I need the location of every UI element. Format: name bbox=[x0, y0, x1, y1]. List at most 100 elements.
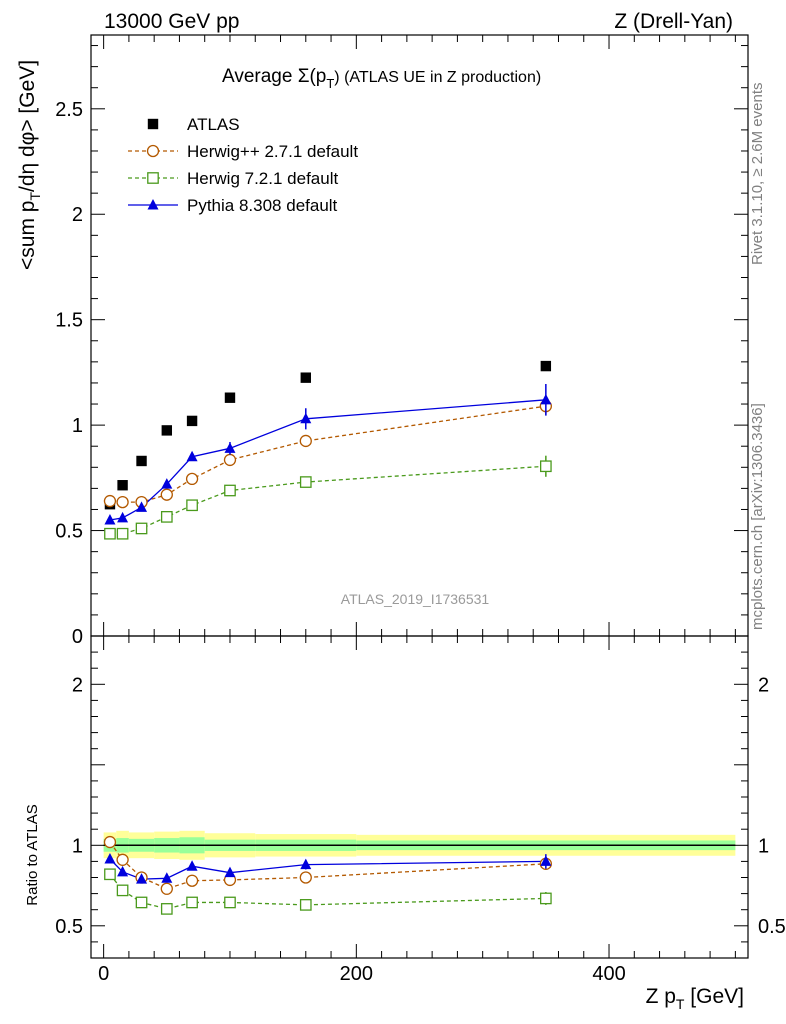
main-herwig-2-7-1-default-point bbox=[185, 472, 199, 486]
xlabel-a: Z p bbox=[646, 985, 676, 1008]
main-atlas-point bbox=[161, 425, 173, 436]
main-plot-title: Average Σ(pT) (ATLAS UE in Z production) bbox=[222, 66, 541, 91]
ratio-ytick-label-right-1: 1 bbox=[758, 835, 769, 857]
main-pythia-8-308-default-point bbox=[300, 412, 312, 424]
main-pythia-8-308-default-point bbox=[161, 478, 173, 489]
ratio-pythia-8-308-default-point bbox=[186, 860, 198, 871]
series-markers bbox=[103, 360, 552, 915]
main-herwig-7-2-1-default-point bbox=[135, 522, 148, 535]
title-end: ) (ATLAS UE in Z production) bbox=[334, 69, 541, 86]
main-pythia-8-308-default-point bbox=[136, 501, 148, 512]
main-ytick-label-3: 1.5 bbox=[55, 310, 83, 332]
title-main: Average Σ(p bbox=[222, 66, 326, 87]
main-herwig-7-2-1-default-point bbox=[224, 484, 236, 497]
ratio-ytick-label-2: 2 bbox=[72, 674, 83, 696]
legend-pythia-8-308-default-marker bbox=[147, 199, 159, 210]
main-ytick-label-4: 2 bbox=[72, 204, 83, 226]
ratio-herwig-7-2-1-default-point bbox=[299, 899, 312, 911]
ratio-ytick-label-1: 1 bbox=[72, 835, 83, 857]
ratio-herwig-7-2-1-default-point bbox=[539, 892, 552, 905]
legend: ATLAS Herwig++ 2.7.1 default Herwig 7.2.1 … bbox=[128, 115, 358, 215]
main-atlas-point bbox=[224, 392, 236, 403]
ratio-herwig-2-7-1-default-point bbox=[299, 871, 312, 884]
main-herwig-2-7-1-default-point bbox=[299, 434, 312, 448]
xlabel-b: [GeV] bbox=[684, 985, 744, 1008]
main-herwig-2-7-1-default-point bbox=[116, 495, 129, 509]
main-pythia-8-308-default-point bbox=[104, 514, 116, 525]
legend-pythia-8-308-default-label: Pythia 8.308 default bbox=[187, 196, 338, 215]
legend-atlas-label: ATLAS bbox=[187, 115, 240, 134]
ratio-pythia-8-308-default-point bbox=[117, 865, 129, 877]
ratio-herwig-7-2-1-default-point bbox=[186, 896, 198, 909]
x-axis-label: Z pT [GeV] bbox=[646, 985, 744, 1012]
legend-atlas-marker bbox=[147, 118, 159, 130]
ratio-uncertainty-bands bbox=[103, 830, 736, 860]
ratio-pythia-8-308-default-line bbox=[109, 858, 546, 880]
ratio-ytick-label-right-2: 2 bbox=[758, 674, 769, 696]
xtick-label-0: 0 bbox=[98, 963, 109, 985]
ratio-herwig-7-2-1-default-point bbox=[135, 896, 148, 909]
main-herwig-7-2-1-default-point bbox=[116, 527, 129, 540]
main-pythia-8-308-default-point bbox=[186, 450, 198, 462]
ratio-pythia-8-308-default-point bbox=[104, 852, 116, 864]
ratio-ytick-label-right-0: 0.5 bbox=[758, 916, 786, 938]
main-herwig-7-2-1-default-point bbox=[186, 499, 198, 512]
rivet-label: Rivet 3.1.10, ≥ 2.6M events bbox=[749, 83, 766, 266]
ratio-pythia-8-308-default-point bbox=[161, 872, 173, 883]
analysis-watermark: ATLAS_2019_I1736531 bbox=[341, 591, 490, 607]
main-herwig-2-7-1-default-point bbox=[160, 488, 173, 501]
ratio-herwig-7-2-1-default-line bbox=[109, 873, 546, 910]
main-atlas-point bbox=[186, 415, 198, 427]
main-ytick-label-1: 0.5 bbox=[55, 521, 83, 543]
legend-herwig-2-7-1-default-marker bbox=[146, 144, 160, 158]
ratio-herwig-7-2-1-default-point bbox=[104, 868, 116, 881]
main-herwig-2-7-1-default-line bbox=[109, 405, 546, 503]
main-pythia-8-308-default-line bbox=[109, 399, 546, 521]
main-herwig-7-2-1-default-point bbox=[539, 460, 552, 473]
header-process: Z (Drell-Yan) bbox=[614, 10, 733, 33]
xtick-label-2: 400 bbox=[592, 963, 625, 985]
ratio-herwig-2-7-1-default-point bbox=[116, 853, 129, 866]
ratio-y-axis-label: Ratio to ATLAS bbox=[24, 804, 41, 905]
header-energy: 13000 GeV pp bbox=[104, 10, 239, 33]
main-pythia-8-308-default-point bbox=[117, 511, 129, 523]
main-atlas-point bbox=[300, 372, 311, 383]
main-pythia-8-308-default-point bbox=[224, 442, 236, 453]
ratio-herwig-7-2-1-default-point bbox=[116, 884, 129, 897]
ylabel-a: <sum p bbox=[16, 201, 39, 270]
ratio-plot-frame bbox=[90, 635, 749, 959]
main-herwig-7-2-1-default-point bbox=[160, 511, 173, 523]
xlabel-sub: T bbox=[676, 996, 685, 1012]
ratio-herwig-7-2-1-default-point bbox=[160, 903, 173, 915]
ratio-pythia-8-308-default-point bbox=[540, 855, 552, 866]
ylabel-b: /dη dφ> [GeV] bbox=[16, 60, 39, 192]
ratio-herwig-2-7-1-default-point bbox=[160, 882, 173, 895]
main-y-axis-label: <sum pT/dη dφ> [GeV] bbox=[16, 60, 43, 270]
main-herwig-2-7-1-default-point bbox=[103, 494, 117, 508]
main-herwig-7-2-1-default-line bbox=[109, 465, 546, 535]
ratio-ytick-label-0: 0.5 bbox=[55, 916, 83, 938]
main-herwig-7-2-1-default-point bbox=[299, 476, 312, 488]
ratio-herwig-2-7-1-default-point bbox=[185, 874, 199, 887]
ratio-pythia-8-308-default-point bbox=[300, 858, 312, 870]
main-pythia-8-308-default-point bbox=[540, 393, 552, 405]
main-ytick-label-0: 0 bbox=[72, 626, 83, 648]
main-atlas-point bbox=[540, 360, 552, 372]
ratio-pythia-8-308-default-point bbox=[224, 866, 236, 878]
legend-herwig-7-2-1-default-marker bbox=[147, 172, 159, 184]
ratio-herwig-7-2-1-default-point bbox=[224, 896, 236, 909]
main-herwig-2-7-1-default-point bbox=[223, 453, 237, 467]
main-herwig-7-2-1-default-point bbox=[104, 527, 116, 540]
main-atlas-point bbox=[136, 455, 147, 467]
axis-ticks: 0 0.5 1 1.5 2 2.5 0.5 0.5 1 1 2 2 0 200 400 bbox=[55, 35, 786, 985]
ratio-herwig-2-7-1-default-line bbox=[109, 841, 546, 890]
legend-herwig-2-7-1-default-label: Herwig++ 2.7.1 default bbox=[187, 142, 358, 161]
title-sub: T bbox=[326, 76, 334, 91]
main-atlas-point bbox=[117, 480, 128, 491]
main-ytick-label-5: 2.5 bbox=[55, 99, 83, 121]
legend-herwig-7-2-1-default-label: Herwig 7.2.1 default bbox=[187, 169, 338, 188]
ratio-herwig-2-7-1-default-point bbox=[103, 835, 117, 849]
main-ytick-label-2: 1 bbox=[72, 415, 83, 437]
xtick-label-1: 200 bbox=[340, 963, 373, 985]
ratio-pythia-8-308-default-point bbox=[136, 873, 148, 884]
